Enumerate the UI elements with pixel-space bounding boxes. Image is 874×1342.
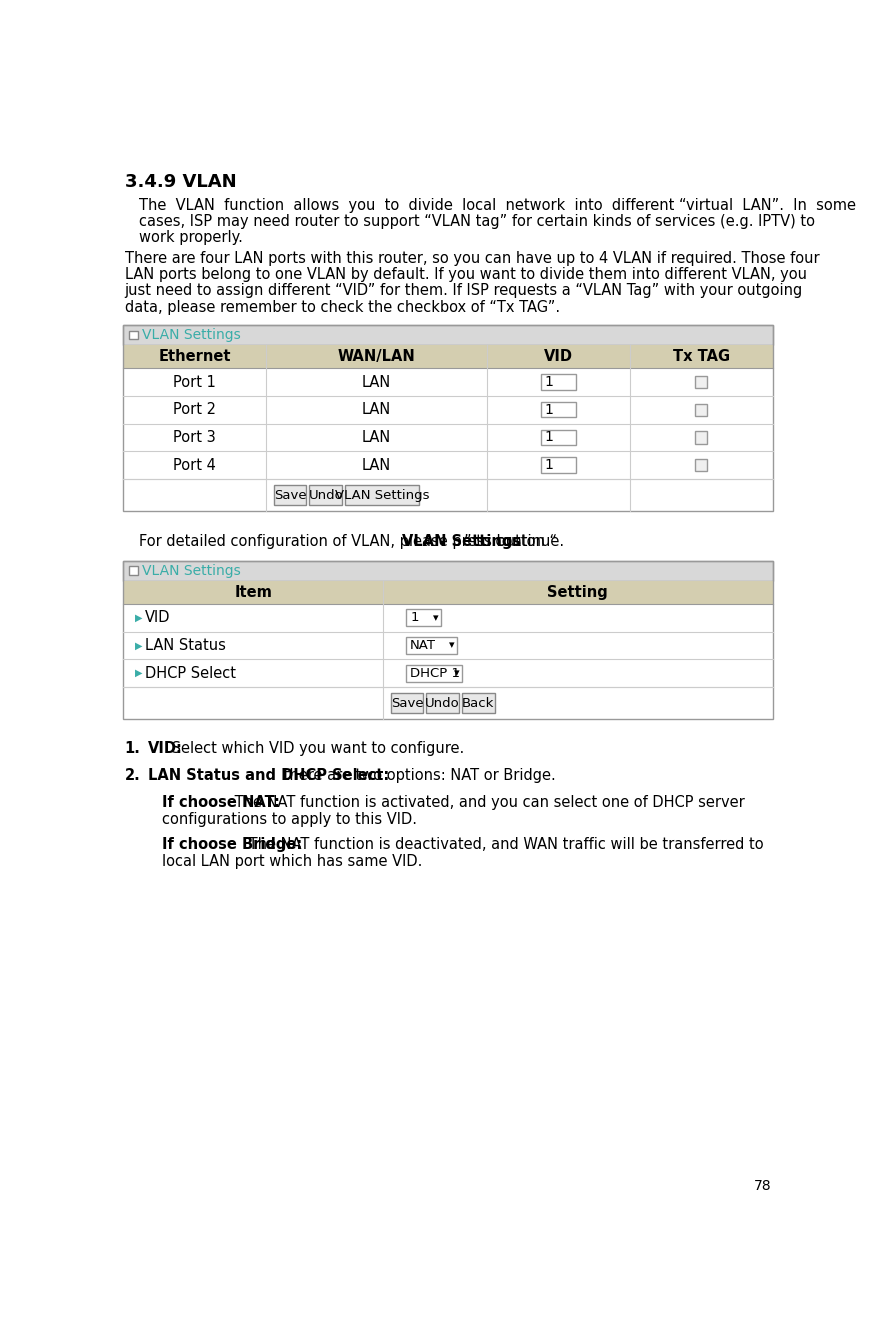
Text: Save: Save [391,696,423,710]
Text: If choose Bridge:: If choose Bridge: [162,837,302,852]
Text: Setting: Setting [547,585,608,600]
Bar [541,403,576,417]
Bar [345,486,419,505]
Bar [406,609,441,627]
Text: ▶: ▶ [135,613,142,623]
Text: VLAN Settings: VLAN Settings [142,327,240,342]
Text: VID: VID [544,349,572,364]
Text: Undo: Undo [309,488,343,502]
Text: 3.4.9 VLAN: 3.4.9 VLAN [125,173,236,191]
Text: If choose NAT:: If choose NAT: [162,794,280,811]
Bar [695,431,707,444]
Text: 1: 1 [410,611,419,624]
Text: ▾: ▾ [454,668,460,678]
Text: Port 2: Port 2 [173,403,216,417]
Text: Select which VID you want to configure.: Select which VID you want to configure. [167,741,465,756]
Text: ” to continue.: ” to continue. [464,534,565,549]
Text: 78: 78 [753,1180,771,1193]
Text: LAN: LAN [362,458,391,472]
Text: VLAN Settings: VLAN Settings [142,564,240,577]
Text: LAN: LAN [362,429,391,446]
Bar [695,459,707,471]
Text: LAN Status: LAN Status [145,637,225,652]
Text: Save: Save [274,488,307,502]
Text: Back: Back [462,696,495,710]
Text: work properly.: work properly. [139,231,243,246]
Text: LAN: LAN [362,403,391,417]
Bar [274,486,307,505]
Text: 1: 1 [545,458,553,472]
Text: Ethernet: Ethernet [158,349,231,364]
Text: 1.: 1. [125,741,141,756]
Text: just need to assign different “VID” for them. If ISP requests a “VLAN Tag” with : just need to assign different “VID” for … [125,283,803,298]
Text: LAN ports belong to one VLAN by default. If you want to divide them into differe: LAN ports belong to one VLAN by default.… [125,267,807,282]
Text: VLAN Settings: VLAN Settings [335,488,429,502]
Bar [695,404,707,416]
Bar [123,561,773,719]
Text: WAN/LAN: WAN/LAN [337,349,415,364]
Bar [123,581,773,604]
Text: For detailed configuration of VLAN, please press button “: For detailed configuration of VLAN, plea… [139,534,557,549]
Bar [462,692,495,713]
Text: DHCP 1: DHCP 1 [410,667,460,679]
Text: Undo: Undo [426,696,460,710]
Bar [695,376,707,388]
Text: LAN Status and DHCP Select:: LAN Status and DHCP Select: [148,768,389,782]
Text: ▶: ▶ [135,640,142,651]
Bar [309,486,342,505]
Text: DHCP Select: DHCP Select [145,666,236,680]
Text: ▾: ▾ [449,640,454,651]
Text: The NAT function is activated, and you can select one of DHCP server: The NAT function is activated, and you c… [230,794,745,811]
Text: there are two options: NAT or Bridge.: there are two options: NAT or Bridge. [279,768,556,782]
Text: Port 4: Port 4 [173,458,216,472]
Text: 2.: 2. [125,768,141,782]
Text: configurations to apply to this VID.: configurations to apply to this VID. [162,812,417,827]
Text: ▶: ▶ [135,668,142,678]
Text: Port 1: Port 1 [173,374,216,389]
Bar [541,429,576,446]
Text: Port 3: Port 3 [173,429,216,446]
Text: NAT: NAT [410,639,436,652]
Text: Item: Item [234,585,272,600]
Text: cases, ISP may need router to support “VLAN tag” for certain kinds of services (: cases, ISP may need router to support “V… [139,215,815,229]
Bar [541,458,576,472]
Text: data, please remember to check the checkbox of “Tx TAG”.: data, please remember to check the check… [125,299,560,314]
Text: VID:: VID: [148,741,183,756]
Text: 1: 1 [545,374,553,389]
Bar [129,331,138,340]
Text: 1: 1 [545,403,553,417]
Bar [129,566,138,574]
Text: LAN: LAN [362,374,391,389]
Text: The  VLAN  function  allows  you  to  divide  local  network  into  different “v: The VLAN function allows you to divide l… [139,199,856,213]
Bar [406,664,462,682]
Text: VLAN Settings: VLAN Settings [401,534,521,549]
Bar [406,637,456,654]
Text: The NAT function is deactivated, and WAN traffic will be transferred to: The NAT function is deactivated, and WAN… [244,837,764,852]
Text: There are four LAN ports with this router, so you can have up to 4 VLAN if requi: There are four LAN ports with this route… [125,251,820,266]
Bar [123,561,773,581]
Bar [541,374,576,389]
Bar [391,692,423,713]
Bar [427,692,459,713]
Text: ▾: ▾ [434,613,439,623]
Text: local LAN port which has same VID.: local LAN port which has same VID. [162,855,422,870]
Bar [123,325,773,345]
Text: 1: 1 [545,431,553,444]
Bar [123,345,773,368]
Text: Tx TAG: Tx TAG [673,349,730,364]
Bar [123,325,773,511]
Text: VID: VID [145,611,170,625]
